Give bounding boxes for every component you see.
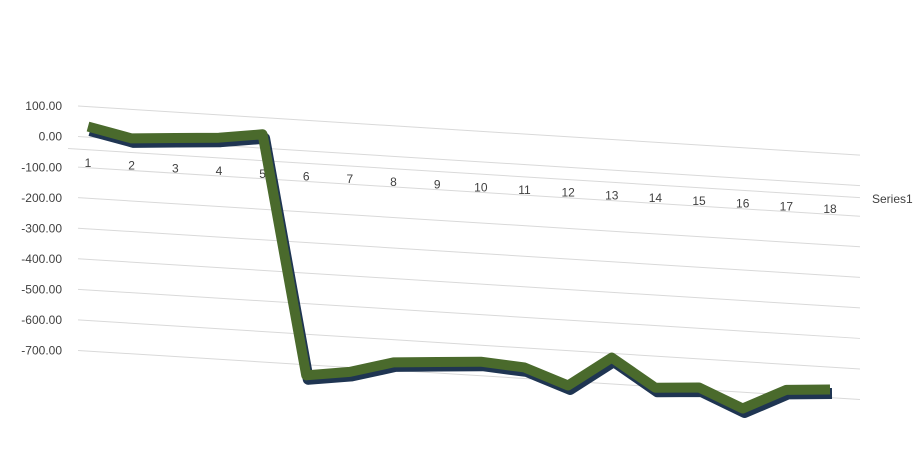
x-tick-label: 18 xyxy=(823,202,837,216)
grid-line xyxy=(77,349,861,401)
x-tick-label: 5 xyxy=(259,167,266,181)
y-tick-label: -600.00 xyxy=(21,313,62,327)
y-tick-label: -700.00 xyxy=(21,344,62,358)
x-tick-label: 4 xyxy=(216,164,223,178)
x-tick-label: 2 xyxy=(128,159,135,173)
legend-entry: Series1 xyxy=(872,192,913,206)
x-tick-label: 6 xyxy=(303,169,310,183)
grid-line xyxy=(77,197,861,248)
x-tick-label: 14 xyxy=(649,191,663,205)
y-tick-label: -500.00 xyxy=(21,283,62,297)
x-tick-label: 10 xyxy=(474,180,488,194)
x-tick-label: 7 xyxy=(347,172,354,186)
x-tick-label: 12 xyxy=(561,186,575,200)
grid-line xyxy=(77,105,861,156)
grid-line xyxy=(77,227,861,278)
y-tick-label: -300.00 xyxy=(21,221,62,235)
y-tick-label: -200.00 xyxy=(21,191,62,205)
x-tick-label: 9 xyxy=(434,178,441,192)
grid-line xyxy=(77,258,861,309)
x-tick-label: 17 xyxy=(780,199,794,213)
grid-line xyxy=(77,319,861,370)
y-tick-label: 0.00 xyxy=(39,130,63,144)
x-tick-label: 1 xyxy=(85,156,92,170)
grid-line xyxy=(77,166,861,217)
grid-line xyxy=(77,288,861,339)
x-tick-label: 11 xyxy=(518,183,531,197)
y-tick-label: -100.00 xyxy=(21,160,62,174)
y-tick-label: -400.00 xyxy=(21,252,62,266)
x-tick-label: 3 xyxy=(172,161,179,175)
x-tick-label: 13 xyxy=(605,188,619,202)
y-tick-label: 100.00 xyxy=(25,99,62,113)
series-line xyxy=(86,121,831,414)
x-tick-label: 16 xyxy=(736,197,750,211)
x-tick-label: 8 xyxy=(390,175,397,189)
x-axis xyxy=(67,148,861,199)
x-tick-label: 15 xyxy=(692,194,706,208)
